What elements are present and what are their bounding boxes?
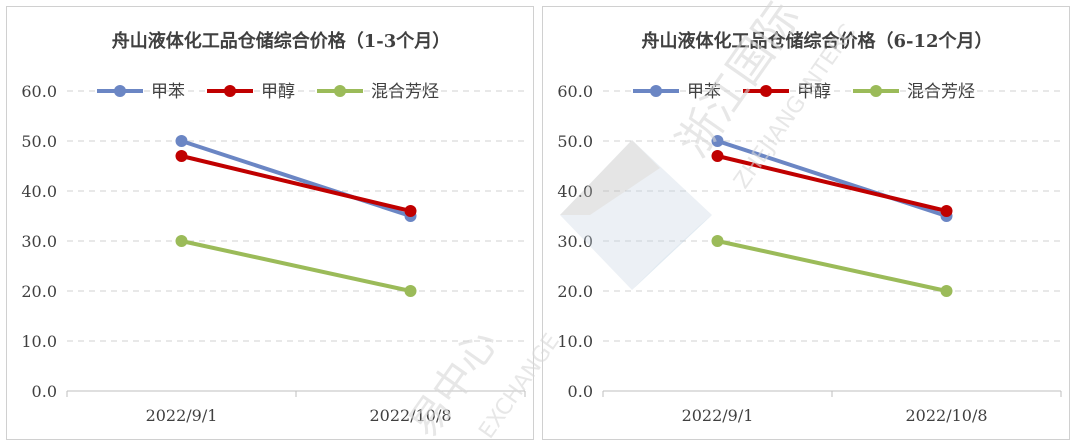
legend-marker xyxy=(870,85,882,97)
series-line xyxy=(181,154,411,213)
y-tick-label: 50.0 xyxy=(21,132,57,151)
legend-label: 混合芳烃 xyxy=(907,82,975,102)
legend-label: 甲醇 xyxy=(261,82,295,102)
data-point xyxy=(175,135,188,147)
chart-title: 舟山液体化工品仓储综合价格（1-3个月） xyxy=(112,30,451,52)
x-tick-label: 2022/10/8 xyxy=(369,406,451,425)
y-tick-label: 50.0 xyxy=(557,132,593,151)
legend-label: 甲醇 xyxy=(797,82,831,102)
legend-marker xyxy=(114,85,126,97)
legend-label: 甲苯 xyxy=(151,82,185,102)
legend-marker xyxy=(224,85,236,97)
legend-marker xyxy=(760,85,772,97)
data-point xyxy=(175,235,188,247)
series-line xyxy=(717,154,947,213)
legend-label: 甲苯 xyxy=(687,82,721,102)
data-point xyxy=(711,150,724,162)
chart-panel-1-3-months: 舟山液体化工品仓储综合价格（1-3个月） 0.0 10.0 20.0 30.0 40.0 5… xyxy=(6,6,534,440)
y-tick-label: 20.0 xyxy=(557,282,593,301)
y-tick-label: 60.0 xyxy=(21,82,57,101)
y-tick-label: 20.0 xyxy=(21,282,57,301)
x-tick-label: 2022/10/8 xyxy=(905,406,987,425)
y-tick-label: 30.0 xyxy=(21,232,57,251)
data-point xyxy=(711,135,724,147)
y-tick-label: 30.0 xyxy=(557,232,593,251)
data-point xyxy=(404,205,417,217)
y-tick-label: 10.0 xyxy=(557,332,593,351)
y-tick-label: 10.0 xyxy=(21,332,57,351)
data-point xyxy=(175,150,188,162)
legend-label: 混合芳烃 xyxy=(371,82,439,102)
y-tick-label: 0.0 xyxy=(568,382,593,401)
data-point xyxy=(404,285,417,297)
x-tick-label: 2022/9/1 xyxy=(146,406,218,425)
y-tick-label: 0.0 xyxy=(32,382,57,401)
chart-title: 舟山液体化工品仓储综合价格（6-12个月） xyxy=(641,30,992,52)
series-line xyxy=(717,239,947,293)
legend-marker xyxy=(334,85,346,97)
y-tick-label: 60.0 xyxy=(557,82,593,101)
line-chart: 舟山液体化工品仓储综合价格（1-3个月） 0.0 10.0 20.0 30.0 40.0 5… xyxy=(21,30,526,425)
data-point xyxy=(711,235,724,247)
data-point xyxy=(940,205,953,217)
line-chart: 舟山液体化工品仓储综合价格（6-12个月） 0.0 10.0 20.0 30.0 40.0… xyxy=(557,30,1062,425)
chart-panel-6-12-months: 舟山液体化工品仓储综合价格（6-12个月） 0.0 10.0 20.0 30.0 40.0… xyxy=(542,6,1070,440)
data-point xyxy=(940,285,953,297)
y-tick-label: 40.0 xyxy=(21,182,57,201)
x-tick-label: 2022/9/1 xyxy=(682,406,754,425)
y-tick-label: 40.0 xyxy=(557,182,593,201)
legend-marker xyxy=(650,85,662,97)
series-line xyxy=(181,239,411,293)
